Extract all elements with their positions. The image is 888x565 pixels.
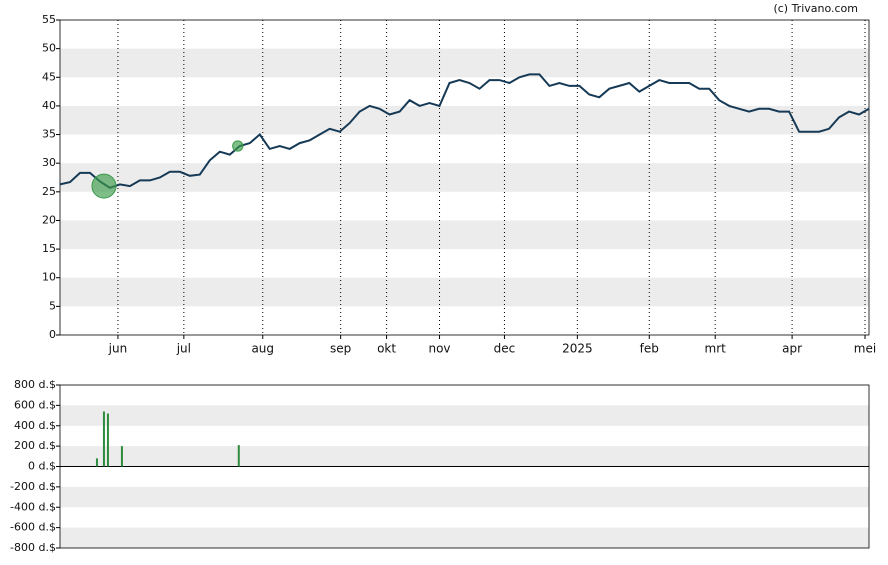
y-tick-label: -600 d.$ bbox=[10, 521, 56, 534]
y-tick-label: 25 bbox=[42, 185, 56, 198]
y-tick-label: -800 d.$ bbox=[10, 541, 56, 554]
trade-marker bbox=[232, 140, 244, 152]
band bbox=[60, 163, 869, 192]
y-tick-label: 0 d.$ bbox=[28, 460, 56, 473]
x-tick-label: mrt bbox=[705, 342, 727, 356]
x-tick-label: jul bbox=[176, 342, 191, 356]
bar bbox=[120, 446, 123, 467]
y-tick-label: -400 d.$ bbox=[10, 500, 56, 513]
y-tick-label: 400 d.$ bbox=[14, 419, 56, 432]
bar bbox=[106, 413, 109, 467]
band bbox=[60, 486, 869, 508]
bar bbox=[95, 458, 98, 467]
y-tick-label: 20 bbox=[42, 213, 56, 226]
plot-frame bbox=[59, 19, 870, 336]
x-tick-label: jun bbox=[108, 342, 128, 356]
x-tick-label: mei bbox=[854, 342, 876, 356]
x-tick-label: aug bbox=[251, 342, 274, 356]
credit: (c) Trivano.com bbox=[773, 2, 858, 15]
bar bbox=[102, 411, 105, 467]
x-tick-label: sep bbox=[330, 342, 351, 356]
band bbox=[60, 220, 869, 250]
band bbox=[60, 48, 869, 78]
y-tick-label: 45 bbox=[42, 70, 56, 83]
x-tick-label: feb bbox=[640, 342, 659, 356]
y-tick-label: 15 bbox=[42, 242, 56, 255]
y-tick-label: 5 bbox=[49, 299, 56, 312]
x-tick-label: dec bbox=[494, 342, 516, 356]
y-tick-label: 50 bbox=[42, 42, 56, 55]
y-tick-label: 600 d.$ bbox=[14, 398, 56, 411]
y-tick-label: 0 bbox=[49, 328, 56, 341]
y-tick-label: -200 d.$ bbox=[10, 480, 56, 493]
y-tick-label: 200 d.$ bbox=[14, 439, 56, 452]
price-line bbox=[59, 73, 870, 189]
band bbox=[60, 277, 869, 307]
x-tick-label: nov bbox=[428, 342, 450, 356]
trade-marker bbox=[91, 173, 117, 199]
y-tick-label: 35 bbox=[42, 128, 56, 141]
y-tick-label: 800 d.$ bbox=[14, 378, 56, 391]
band bbox=[60, 105, 869, 135]
band bbox=[60, 527, 869, 548]
x-tick-label: apr bbox=[782, 342, 802, 356]
x-tick-label: 2025 bbox=[562, 342, 593, 356]
y-tick-label: 40 bbox=[42, 99, 56, 112]
band bbox=[60, 446, 869, 467]
y-tick-label: 10 bbox=[42, 271, 56, 284]
band bbox=[60, 405, 869, 426]
y-tick-label: 55 bbox=[42, 13, 56, 26]
x-tick-label: okt bbox=[377, 342, 396, 356]
bar bbox=[237, 445, 240, 467]
y-tick-label: 30 bbox=[42, 156, 56, 169]
